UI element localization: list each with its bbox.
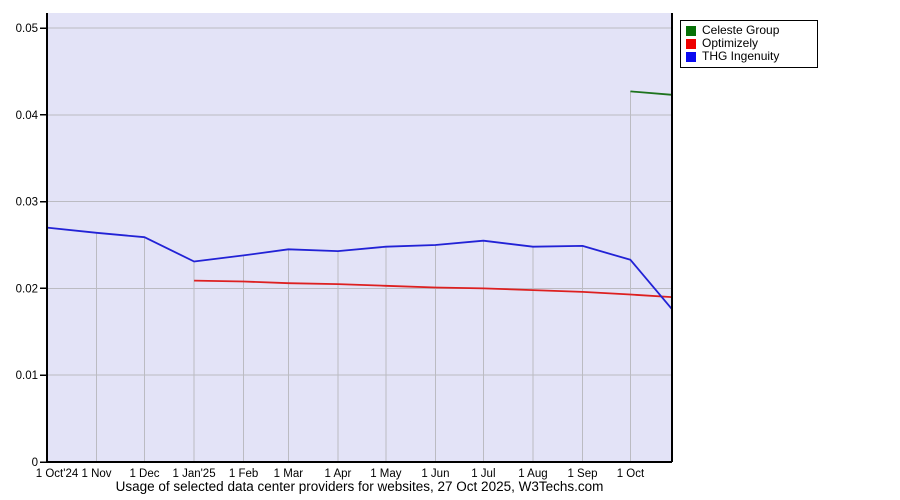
chart-title: Usage of selected data center providers … <box>115 479 604 494</box>
y-tick-label: 0.02 <box>16 283 38 295</box>
optimizely-swatch <box>686 38 696 49</box>
y-tick-label: 0 <box>32 457 38 469</box>
legend-item-celeste-group: Celeste Group <box>686 24 812 37</box>
x-tick-label: 1 Jan'25 <box>172 468 215 480</box>
x-tick-label: 1 Sep <box>567 468 597 480</box>
celeste-group-swatch <box>686 25 696 36</box>
legend-item-optimizely: Optimizely <box>686 37 812 50</box>
x-tick-label: 1 Dec <box>129 468 159 480</box>
plot-area <box>47 13 672 462</box>
legend: Celeste Group Optimizely THG Ingenuity <box>680 20 818 68</box>
legend-label-celeste-group: Celeste Group <box>702 23 780 37</box>
legend-label-optimizely: Optimizely <box>702 36 759 50</box>
legend-label-thg-ingenuity: THG Ingenuity <box>702 49 780 63</box>
x-tick-label: 1 Nov <box>82 468 112 480</box>
series-line-optimizely <box>194 279 673 298</box>
series-line-celeste-group <box>630 90 673 96</box>
x-tick-label: 1 Oct'24 <box>36 468 79 480</box>
y-tick-label: 0.01 <box>16 370 38 382</box>
legend-item-thg-ingenuity: THG Ingenuity <box>686 50 812 63</box>
x-tick-label: 1 Jun <box>421 468 449 480</box>
y-tick-label: 0.04 <box>16 110 39 122</box>
x-tick-label: 1 Apr <box>324 468 351 480</box>
x-tick-label: 1 May <box>370 468 402 480</box>
x-tick-label: 1 Feb <box>229 468 258 480</box>
x-tick-label: 1 Aug <box>518 468 547 480</box>
y-tick-label: 0.05 <box>16 23 38 35</box>
x-tick-label: 1 Oct <box>617 468 645 480</box>
y-tick-label: 0.03 <box>16 197 38 209</box>
thg-ingenuity-swatch <box>686 51 696 62</box>
x-tick-label: 1 Mar <box>274 468 304 480</box>
series-line-thg-ingenuity <box>46 226 673 310</box>
x-tick-label: 1 Jul <box>471 468 495 480</box>
